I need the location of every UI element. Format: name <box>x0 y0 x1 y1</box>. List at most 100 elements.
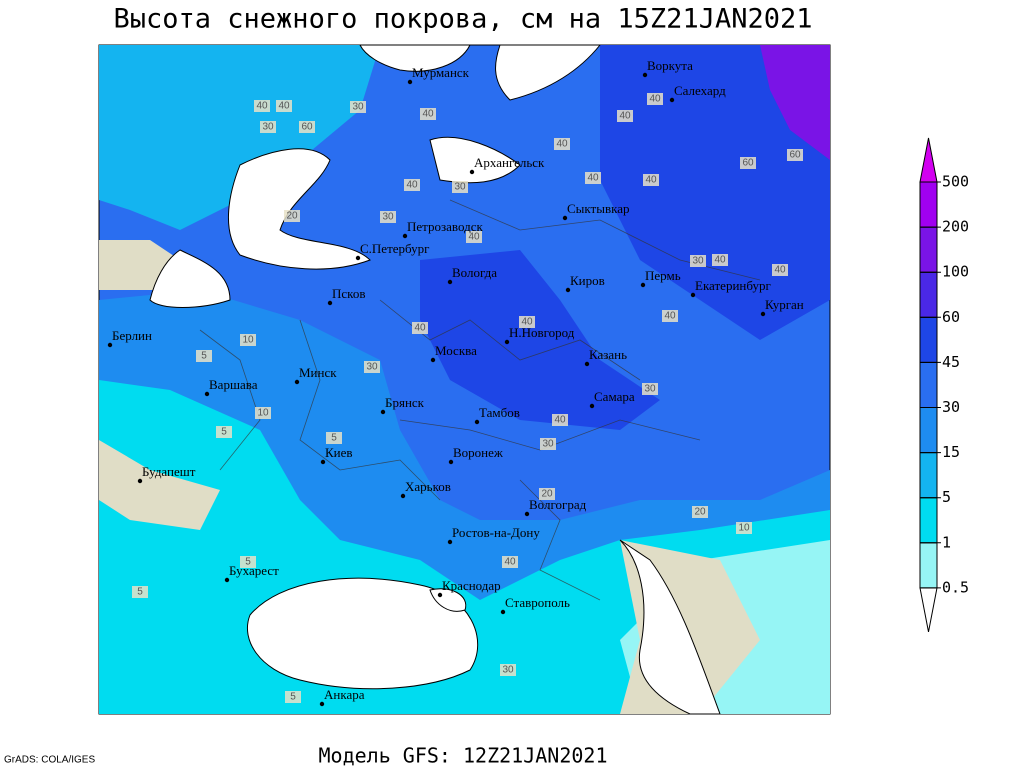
city-dot <box>402 233 408 239</box>
city-label: Псков <box>332 286 365 301</box>
contour-label: 20 <box>541 489 553 500</box>
contour-label: 5 <box>201 351 207 362</box>
city-label: Краснодар <box>442 578 501 593</box>
contour-label-box <box>642 383 658 395</box>
city-label: Вологда <box>452 265 497 280</box>
contour-label: 5 <box>245 557 251 568</box>
contour-label: 60 <box>789 150 801 161</box>
city-dot <box>562 215 568 221</box>
city-label: Воркута <box>647 58 693 73</box>
legend-swatch <box>919 407 938 454</box>
city-dot <box>474 419 480 425</box>
contour-label: 40 <box>649 94 661 105</box>
contour-label-box <box>540 438 556 450</box>
contour-label-box <box>216 426 232 438</box>
contour-label: 40 <box>664 311 676 322</box>
legend-label: 30 <box>942 398 960 416</box>
city-dot <box>565 287 571 293</box>
contour-label-box <box>276 100 292 112</box>
city-label: Минск <box>299 365 337 380</box>
city-label: Ростов-на-Дону <box>452 525 540 540</box>
city-dot <box>355 255 361 261</box>
legend-swatch <box>919 542 938 589</box>
city-label: Самара <box>594 389 635 404</box>
contour-labels: 40 40 30 40 60 30 40 40 40 60 60 30 40 40 20 30 40 40 30 40… <box>132 93 803 703</box>
contour-label-box <box>500 664 516 676</box>
contour-label: 10 <box>738 523 750 534</box>
contour-label: 40 <box>587 173 599 184</box>
contour-label: 40 <box>406 180 418 191</box>
city-dot <box>380 409 386 415</box>
contour-label: 40 <box>278 101 290 112</box>
contour-label: 40 <box>645 175 657 186</box>
legend-label: 60 <box>942 308 960 326</box>
footer: Модель GFS: 12Z21JAN2021 <box>319 744 608 768</box>
contour-label-box <box>404 179 420 191</box>
city-label: С.Петербург <box>360 241 429 256</box>
contour-label: 30 <box>502 665 514 676</box>
contour-label: 40 <box>468 232 480 243</box>
city-dot <box>760 311 766 317</box>
city-dot <box>224 577 230 583</box>
contour-label: 40 <box>414 323 426 334</box>
contour-label: 60 <box>742 158 754 169</box>
city-label: Ставрополь <box>505 595 570 610</box>
contour-label: 40 <box>256 101 268 112</box>
legend-label: 200 <box>942 218 969 236</box>
legend-swatch <box>919 316 938 363</box>
map <box>98 44 831 715</box>
city-dot <box>327 300 333 306</box>
contour-label-box <box>740 157 756 169</box>
city-label: Харьков <box>405 479 451 494</box>
city-dot <box>584 361 590 367</box>
contour-label-box <box>299 121 315 133</box>
contour-label-box <box>736 522 752 534</box>
contour-label: 30 <box>352 102 364 113</box>
city-dot <box>469 169 475 175</box>
city-label: Тамбов <box>479 405 520 420</box>
city-label: Сыктывкар <box>567 201 630 216</box>
city-dot <box>400 493 406 499</box>
contour-label-box <box>617 110 633 122</box>
contour-label-box <box>585 172 601 184</box>
city-label: Волгоград <box>529 497 587 512</box>
legend-swatch <box>919 226 938 273</box>
city-dot <box>430 357 436 363</box>
legend-swatch <box>919 361 938 408</box>
contour-label: 20 <box>694 507 706 518</box>
contour-label-box <box>452 181 468 193</box>
city-label: Бухарест <box>229 563 279 578</box>
city-dot <box>690 292 696 298</box>
legend-swatch <box>919 497 938 544</box>
credit: GrADS: COLA/IGES <box>4 755 95 766</box>
contour-label-box <box>284 210 300 222</box>
city-label: Петрозаводск <box>407 219 483 234</box>
contour-label-box <box>254 100 270 112</box>
city-label: Архангельск <box>474 155 545 170</box>
city-dot <box>447 539 453 545</box>
contour-label-box <box>787 149 803 161</box>
city-dot <box>448 459 454 465</box>
city-label: Анкара <box>324 687 365 702</box>
city-label: Казань <box>589 347 627 362</box>
cities: Мурманск Воркута Салехард Архангельск Петроз… <box>107 58 804 707</box>
contour-label-box <box>662 310 678 322</box>
contour-label: 30 <box>454 182 466 193</box>
contour-label-box <box>132 586 148 598</box>
contour-label: 60 <box>301 122 313 133</box>
city-dot <box>589 403 595 409</box>
contour-label: 40 <box>422 109 434 120</box>
contour-label-box <box>539 488 555 500</box>
city-label: Екатеринбург <box>695 278 771 293</box>
contour-label-box <box>502 556 518 568</box>
city-dot <box>137 478 143 484</box>
city-dot <box>107 342 113 348</box>
city-dot <box>294 379 300 385</box>
contour-label-box <box>260 121 276 133</box>
contour-label-box <box>772 264 788 276</box>
city-label: Будапешт <box>142 464 196 479</box>
city-dot <box>504 339 510 345</box>
contour-label-box <box>196 350 212 362</box>
contour-label: 5 <box>137 587 143 598</box>
